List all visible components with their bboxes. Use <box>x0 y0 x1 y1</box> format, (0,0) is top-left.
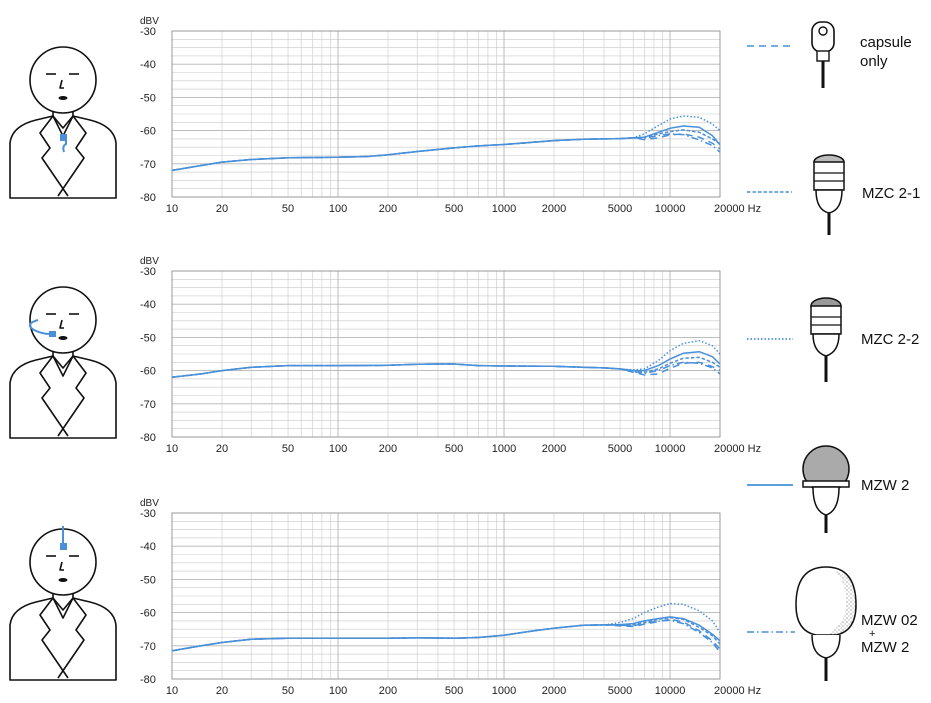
legend: capsule only MZC 2-1 <box>747 21 920 681</box>
x-tick-label: 10 <box>166 443 178 455</box>
y-axis-unit: dBV <box>140 256 159 267</box>
person-chest-mount-icon <box>9 46 117 199</box>
y-tick-label: -30 <box>140 266 156 278</box>
x-tick-label: 20000 Hz <box>714 443 761 455</box>
chart-forehead: dBV-30 -40 -50 -60 -70 -80 10 20 50 100 200 500 1000… <box>140 498 761 697</box>
chart-chest: dBV-30 -40 -50 -60 -70 -80 10 20 50 100 200 500 1000… <box>140 16 761 215</box>
x-tick-label: 100 <box>329 443 347 455</box>
series-line-mzc-2-2 <box>171 602 721 652</box>
x-tick-label: 50 <box>282 443 294 455</box>
x-tick-label: 200 <box>379 203 397 215</box>
legend-label: capsule <box>860 34 912 51</box>
series-line-capsule-only <box>171 133 721 172</box>
chart-cheek: dBV-30 -40 -50 -60 -70 -80 10 20 50 100 200 500 1000… <box>140 256 761 455</box>
x-tick-label: 100 <box>329 203 347 215</box>
series-line-mzw-02-mzw-2 <box>171 619 721 653</box>
x-tick-label: 200 <box>379 443 397 455</box>
x-tick-label: 20 <box>216 443 228 455</box>
legend-label: + <box>869 628 875 640</box>
mzw-2-windshield-icon <box>802 445 850 533</box>
series-line-mzc-2-1 <box>171 129 721 172</box>
series-line-mzc-2-2 <box>171 115 721 172</box>
x-tick-label: 10 <box>166 685 178 697</box>
x-tick-label: 10 <box>166 203 178 215</box>
series-line-mzw-02-mzw-2 <box>171 133 721 172</box>
legend-item-mzw-02-mzw-2: MZW 02 + MZW 2 <box>747 566 918 681</box>
y-tick-label: -60 <box>140 126 156 138</box>
y-tick-label: -40 <box>140 541 156 553</box>
y-tick-label: -50 <box>140 574 156 586</box>
x-tick-label: 2000 <box>542 203 566 215</box>
y-tick-label: -70 <box>140 159 156 171</box>
y-tick-label: -80 <box>140 192 156 204</box>
x-tick-label: 10000 <box>655 685 686 697</box>
x-tick-label: 500 <box>445 685 463 697</box>
legend-item-capsule-only: capsule only <box>747 21 912 88</box>
plot-frame <box>171 512 721 680</box>
x-tick-label: 500 <box>445 203 463 215</box>
x-tick-label: 50 <box>282 685 294 697</box>
x-tick-label: 1000 <box>492 685 516 697</box>
x-tick-label: 5000 <box>608 203 632 215</box>
x-tick-label: 200 <box>379 685 397 697</box>
y-tick-label: -50 <box>140 332 156 344</box>
grid <box>171 512 721 680</box>
mzw-02-fur-windshield-icon <box>795 566 857 681</box>
x-tick-label: 5000 <box>608 443 632 455</box>
person-forehead-mount-icon <box>9 526 117 681</box>
plot-frame <box>171 30 721 198</box>
x-tick-label: 500 <box>445 443 463 455</box>
x-tick-label: 1000 <box>492 203 516 215</box>
y-tick-label: -60 <box>140 608 156 620</box>
x-tick-label: 50 <box>282 203 294 215</box>
x-tick-label: 20 <box>216 203 228 215</box>
mzc-2-1-cap-icon <box>813 154 845 235</box>
person-cheek-mount-icon <box>9 286 117 439</box>
legend-label: MZC 2-2 <box>861 331 919 348</box>
x-tick-label: 1000 <box>492 443 516 455</box>
lavalier-capsule-icon <box>811 21 835 88</box>
x-tick-label: 20000 Hz <box>714 685 761 697</box>
y-tick-label: -70 <box>140 399 156 411</box>
x-tick-label: 10000 <box>655 443 686 455</box>
y-tick-label: -50 <box>140 92 156 104</box>
grid <box>171 270 721 438</box>
y-tick-label: -80 <box>140 432 156 444</box>
x-tick-label: 2000 <box>542 443 566 455</box>
y-tick-label: -40 <box>140 59 156 71</box>
legend-label: MZW 2 <box>861 477 909 494</box>
x-tick-label: 100 <box>329 685 347 697</box>
x-tick-label: 20 <box>216 685 228 697</box>
mzc-2-2-cap-icon <box>810 297 842 382</box>
y-tick-label: -60 <box>140 366 156 378</box>
legend-label: MZW 02 <box>861 612 918 629</box>
legend-item-mzc-2-2: MZC 2-2 <box>747 297 919 382</box>
legend-label: only <box>860 53 888 70</box>
series-line-mzw-2 <box>171 350 721 378</box>
y-axis-unit: dBV <box>140 16 159 27</box>
x-tick-label: 10000 <box>655 203 686 215</box>
y-tick-label: -40 <box>140 299 156 311</box>
x-tick-label: 2000 <box>542 685 566 697</box>
legend-label: MZC 2-1 <box>862 185 920 202</box>
x-tick-label: 5000 <box>608 685 632 697</box>
legend-label: MZW 2 <box>861 639 909 656</box>
y-tick-label: -70 <box>140 641 156 653</box>
x-tick-label: 20000 Hz <box>714 203 761 215</box>
y-axis-unit: dBV <box>140 498 159 509</box>
y-tick-label: -30 <box>140 508 156 520</box>
legend-item-mzc-2-1: MZC 2-1 <box>747 154 920 235</box>
y-tick-label: -80 <box>140 674 156 686</box>
legend-item-mzw-2: MZW 2 <box>747 445 909 533</box>
y-tick-label: -30 <box>140 26 156 38</box>
grid <box>171 30 721 198</box>
